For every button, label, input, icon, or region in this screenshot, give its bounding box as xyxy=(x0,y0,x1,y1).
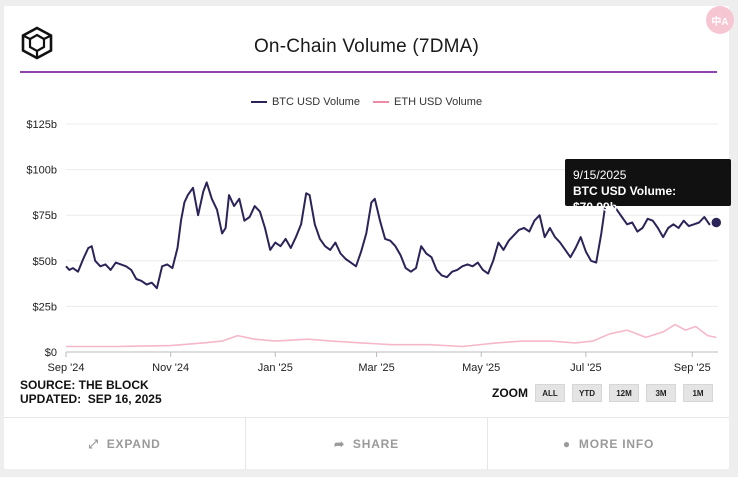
source-line: SOURCE: THE BLOCK xyxy=(20,378,149,392)
x-tick-label: May '25 xyxy=(462,362,500,374)
y-tick-label: $0 xyxy=(45,347,57,359)
zoom-label: ZOOM xyxy=(492,386,528,400)
chart-plot: $0 $25b $50b $75b $100b $125b Sep '24 Nov '24 Ja… xyxy=(26,119,723,374)
legend-label-btc: BTC USD Volume xyxy=(271,96,360,108)
zoom-ytd-button[interactable]: YTD xyxy=(572,384,602,402)
expand-label: EXPAND xyxy=(106,437,161,451)
share-icon: ➦ xyxy=(334,437,345,451)
share-button[interactable]: ➦ SHARE xyxy=(246,418,488,470)
updated-line: UPDATED: SEP 16, 2025 xyxy=(20,392,162,406)
legend-label-eth: ETH USD Volume xyxy=(394,96,483,108)
legend-item-btc[interactable]: BTC USD Volume xyxy=(250,96,360,108)
chart-tooltip: 9/15/2025 BTC USD Volume: $70.99b xyxy=(565,159,731,214)
y-tick-label: $125b xyxy=(26,119,57,131)
highlight-point[interactable] xyxy=(710,216,723,229)
x-tick-label: Sep '24 xyxy=(48,362,85,374)
eth-volume-line[interactable] xyxy=(66,323,717,348)
tooltip-date: 9/15/2025 xyxy=(573,168,627,182)
share-label: SHARE xyxy=(352,437,399,451)
chart-card: On-Chain Volume (7DMA) BTC USD Volume ET… xyxy=(4,6,729,470)
card-footer: ⤢ EXPAND ➦ SHARE ● MORE INFO xyxy=(4,417,729,470)
zoom-3m-button[interactable]: 3M xyxy=(646,384,676,402)
zoom-12m-button[interactable]: 12M xyxy=(609,384,639,402)
chart-legend: BTC USD Volume ETH USD Volume xyxy=(4,94,729,108)
expand-icon: ⤢ xyxy=(88,436,99,451)
y-tick-label: $25b xyxy=(33,301,57,313)
expand-button[interactable]: ⤢ EXPAND xyxy=(4,418,246,470)
legend-item-eth[interactable]: ETH USD Volume xyxy=(373,96,482,108)
zoom-controls: ZOOM ALL YTD 12M 3M 1M xyxy=(492,384,720,402)
x-tick-label: Jul '25 xyxy=(570,362,601,374)
the-block-logo xyxy=(21,26,53,60)
zoom-all-button[interactable]: ALL xyxy=(535,384,565,402)
zoom-1m-button[interactable]: 1M xyxy=(683,384,713,402)
info-icon: ● xyxy=(562,437,571,451)
translate-icon[interactable]: 中A xyxy=(706,6,734,34)
x-tick-label: Sep '25 xyxy=(674,362,711,374)
y-tick-label: $100b xyxy=(26,165,57,177)
tooltip-value: BTC USD Volume: $70.99b xyxy=(573,184,677,214)
more-info-button[interactable]: ● MORE INFO xyxy=(488,418,729,470)
chart-title: On-Chain Volume (7DMA) xyxy=(253,36,480,57)
btc-volume-line[interactable] xyxy=(65,181,717,290)
x-tick-label: Jan '25 xyxy=(258,362,293,374)
y-tick-label: $50b xyxy=(33,256,57,268)
source-note: SOURCE: THE BLOCK UPDATED: SEP 16, 2025 xyxy=(20,378,162,406)
x-tick-label: Mar '25 xyxy=(358,362,394,374)
x-tick-label: Nov '24 xyxy=(152,362,189,374)
legend-swatch-eth xyxy=(373,101,390,103)
title-divider xyxy=(20,71,717,73)
y-tick-label: $75b xyxy=(33,210,57,222)
more-info-label: MORE INFO xyxy=(578,437,655,451)
legend-swatch-btc xyxy=(250,101,267,103)
